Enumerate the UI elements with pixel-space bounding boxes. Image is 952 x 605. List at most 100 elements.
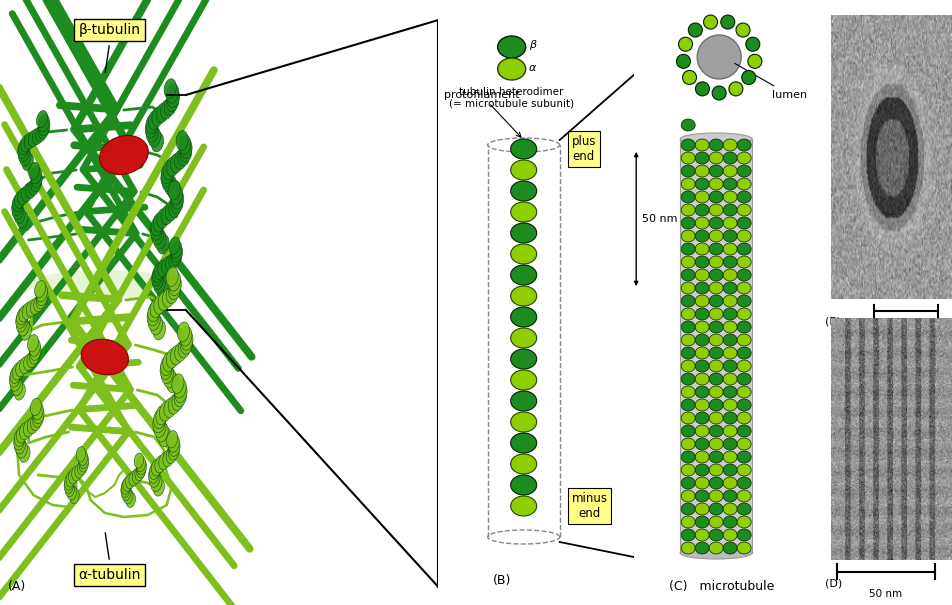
Ellipse shape: [737, 321, 750, 333]
Ellipse shape: [71, 466, 81, 481]
Ellipse shape: [28, 416, 38, 434]
Ellipse shape: [75, 463, 84, 478]
Ellipse shape: [694, 529, 708, 541]
Ellipse shape: [510, 223, 536, 243]
Ellipse shape: [510, 454, 536, 474]
Ellipse shape: [16, 440, 28, 458]
Ellipse shape: [38, 122, 50, 139]
Ellipse shape: [681, 425, 694, 437]
Ellipse shape: [737, 451, 750, 463]
Ellipse shape: [737, 477, 750, 489]
Ellipse shape: [681, 334, 694, 346]
Ellipse shape: [150, 315, 163, 335]
Ellipse shape: [694, 464, 708, 476]
Ellipse shape: [681, 295, 694, 307]
Ellipse shape: [167, 83, 178, 103]
Ellipse shape: [178, 146, 189, 166]
Ellipse shape: [694, 477, 708, 489]
Text: 50 nm: 50 nm: [642, 214, 677, 224]
Ellipse shape: [708, 360, 723, 372]
Ellipse shape: [152, 413, 165, 433]
Ellipse shape: [694, 178, 708, 190]
Ellipse shape: [708, 321, 723, 333]
Ellipse shape: [737, 425, 750, 437]
Ellipse shape: [29, 162, 39, 180]
Ellipse shape: [67, 485, 76, 500]
Ellipse shape: [737, 152, 750, 164]
Ellipse shape: [171, 374, 184, 393]
Ellipse shape: [180, 142, 191, 162]
Ellipse shape: [21, 135, 31, 152]
Ellipse shape: [737, 373, 750, 385]
Ellipse shape: [681, 165, 694, 177]
Ellipse shape: [510, 370, 536, 390]
Ellipse shape: [65, 475, 73, 490]
Ellipse shape: [694, 399, 708, 411]
Ellipse shape: [694, 282, 708, 294]
Ellipse shape: [694, 269, 708, 281]
Ellipse shape: [153, 417, 166, 437]
Ellipse shape: [20, 422, 30, 440]
Ellipse shape: [737, 256, 750, 268]
Ellipse shape: [79, 453, 89, 469]
Ellipse shape: [170, 248, 182, 266]
Ellipse shape: [17, 211, 28, 228]
Ellipse shape: [737, 386, 750, 398]
Ellipse shape: [681, 386, 694, 398]
Ellipse shape: [694, 191, 708, 203]
Ellipse shape: [77, 460, 87, 475]
Ellipse shape: [168, 88, 179, 108]
Ellipse shape: [30, 413, 41, 431]
Ellipse shape: [35, 125, 47, 142]
Ellipse shape: [737, 217, 750, 229]
Ellipse shape: [708, 165, 723, 177]
Ellipse shape: [708, 139, 723, 151]
Ellipse shape: [694, 308, 708, 320]
Ellipse shape: [137, 460, 147, 475]
Ellipse shape: [708, 399, 723, 411]
Ellipse shape: [708, 191, 723, 203]
Text: 50 nm: 50 nm: [868, 589, 902, 599]
Ellipse shape: [159, 402, 171, 421]
Bar: [680, 139, 751, 553]
Ellipse shape: [735, 23, 749, 37]
Ellipse shape: [171, 391, 184, 411]
Ellipse shape: [510, 202, 536, 222]
Ellipse shape: [169, 276, 181, 296]
Ellipse shape: [14, 206, 26, 224]
Ellipse shape: [22, 302, 33, 319]
Ellipse shape: [723, 399, 737, 411]
Text: minus
end: minus end: [571, 492, 607, 520]
Ellipse shape: [737, 243, 750, 255]
Ellipse shape: [167, 157, 178, 177]
Ellipse shape: [169, 237, 180, 254]
Ellipse shape: [160, 360, 172, 379]
Ellipse shape: [22, 153, 33, 171]
Ellipse shape: [27, 350, 38, 368]
Ellipse shape: [153, 212, 166, 232]
Ellipse shape: [681, 412, 694, 424]
Ellipse shape: [723, 451, 737, 463]
Ellipse shape: [694, 503, 708, 515]
Ellipse shape: [169, 251, 180, 269]
Ellipse shape: [24, 353, 34, 371]
Ellipse shape: [695, 82, 708, 96]
Ellipse shape: [737, 334, 750, 346]
Ellipse shape: [169, 272, 180, 291]
Ellipse shape: [681, 204, 694, 216]
Ellipse shape: [177, 322, 189, 342]
Ellipse shape: [64, 478, 73, 493]
Ellipse shape: [19, 445, 30, 462]
Ellipse shape: [510, 286, 536, 306]
Ellipse shape: [161, 356, 172, 376]
Ellipse shape: [14, 437, 26, 454]
Ellipse shape: [153, 409, 166, 429]
Ellipse shape: [708, 386, 723, 398]
Ellipse shape: [166, 446, 177, 463]
Ellipse shape: [510, 265, 536, 285]
Ellipse shape: [65, 482, 74, 497]
Ellipse shape: [150, 217, 163, 236]
Ellipse shape: [681, 321, 694, 333]
Ellipse shape: [687, 23, 702, 37]
Ellipse shape: [15, 359, 27, 377]
